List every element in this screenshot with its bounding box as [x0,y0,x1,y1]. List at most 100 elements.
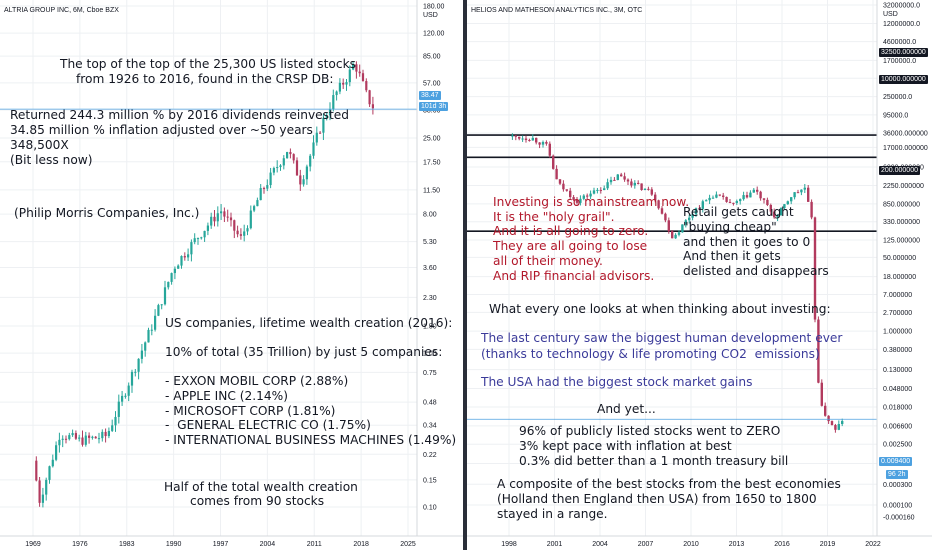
right-candle-body [749,192,752,198]
left-candle-body [97,438,101,440]
right-candle-body [691,214,694,218]
left-candle-body [140,350,143,359]
right-candle-body [783,204,786,209]
right-time-tick-label: 2007 [638,541,654,548]
right-candle-body [565,189,568,191]
right-candle-body [657,200,660,209]
right-candle-body [589,193,592,197]
left-price-tick-label: 3.60 [423,265,437,272]
left-chart-pane[interactable]: 180.00USD120.0085.0057.0038.0025.0017.50… [0,0,463,550]
left-annotation-top-line2: from 1926 to 2016, found in the CRSP DB: [76,72,334,86]
right-candle-body [786,201,789,205]
right-price-tick-label: 125.000000 [883,238,920,245]
right-candle-body [820,382,823,406]
left-price-tick-label: 25.00 [423,135,441,142]
right-candle-body [841,421,844,425]
left-candle-body [41,494,44,503]
right-candle-body [616,174,619,181]
left-candle-body [239,234,242,236]
left-candle-body [180,256,183,266]
left-candle-body [157,305,160,316]
right-candle-body [654,194,657,201]
right-annotation-last-century: The last century saw the biggest human d… [481,331,843,361]
right-chart-pane[interactable]: 32000000.0 USD 12000000.0 4600000.0 1700000.… [467,0,932,550]
right-annotation-what-everyone: What every one looks at when thinking ab… [489,302,831,316]
right-candle-body [732,202,735,204]
left-candle-body [302,179,305,185]
right-price-tick-label: 1.000000 [883,329,912,336]
left-chart-canvas[interactable]: 180.00USD120.0085.0057.0038.0025.0017.50… [0,0,463,550]
left-candle-body [213,216,216,222]
left-time-axis[interactable]: 1969 1976 1983 1990 1997 2004 2011 2018 2025 [25,541,416,548]
left-candle-body [243,231,246,236]
left-candle-body [55,445,58,460]
left-candle-body [361,73,365,82]
right-candle-body [528,139,531,141]
left-time-tick-label: 1997 [213,541,229,548]
right-candle-body [626,179,630,182]
left-candle-body [266,185,269,189]
right-price-tick-label: 850.000000 [883,201,920,208]
left-candle-body [319,132,322,134]
left-candle-body [193,238,196,243]
left-candle-body [200,237,203,239]
right-annotation-percentages: 96% of publicly listed stocks went to ZE… [519,424,789,469]
right-candle-body [688,217,691,221]
right-candle-body [596,189,599,191]
left-time-tick-label: 1969 [25,541,41,548]
left-candle-body [295,160,299,176]
left-annotation-half-line1: Half of the total wealth creation [164,480,358,494]
right-time-axis[interactable]: 1998 2001 2004 2007 2010 2013 2016 2019 2022 [501,541,881,548]
left-candle-body [358,71,361,74]
right-time-tick-label: 2004 [592,541,608,548]
left-candle-body [368,90,371,105]
left-time-tick-label: 1976 [72,541,88,548]
right-candle-body [640,183,643,191]
right-price-tick-label: 0.002500 [883,442,912,449]
right-price-tick-label: -0.000160 [883,515,915,522]
left-candle-body [206,225,209,231]
left-candles [35,61,374,508]
right-price-tick-label: 2250.000000 [883,183,924,190]
right-candle-body [742,195,745,200]
right-price-tick-label: 32000000.0 [883,3,920,10]
right-candle-body [715,194,718,198]
right-candle-body [834,425,837,430]
left-candle-body [61,438,64,440]
right-candle-body [555,168,558,180]
right-price-tick-label: 0.018000 [883,404,912,411]
left-candle-body [127,385,130,396]
right-symbol-title[interactable]: HELIOS AND MATHESON ANALYTICS INC., 3M, … [471,7,642,14]
left-annotation-wealth-creation: US companies, lifetime wealth creation (… [165,316,457,447]
right-annotation-mainstream: Investing is so mainstream now. It is th… [493,195,690,283]
left-price-axis[interactable]: 180.00USD120.0085.0057.0038.0025.0017.50… [423,4,445,512]
left-candle-body [84,435,87,445]
left-candle-body [177,265,180,269]
right-candle-body [694,208,698,215]
left-price-tick-label: 0.75 [423,370,437,377]
left-symbol-title[interactable]: ALTRIA GROUP INC, 6M, Cboe BZX [4,7,119,14]
right-annotation-composite: A composite of the best stocks from the … [497,477,841,522]
left-candle-body [81,437,84,445]
left-candle-body [345,82,348,85]
right-candle-body [728,201,732,203]
right-annotation-and-yet: And yet... [597,402,656,416]
left-candle-body [114,416,117,426]
left-price-tick-label: 8.00 [423,212,437,219]
left-candle-body [220,211,223,214]
left-candle-body [292,154,295,161]
left-candle-body [352,64,355,70]
right-grid [467,0,877,536]
right-time-tick-label: 2013 [729,541,745,548]
left-candle-body [137,358,140,372]
pane-divider[interactable] [463,0,467,550]
right-annotation-retail: Retail gets caught "buying cheap" and th… [683,205,829,279]
left-price-tick-label: 1.50 [423,323,437,330]
right-candle-body [817,319,820,383]
left-candle-body [309,155,312,167]
right-price-tick-label: 0.048000 [883,386,912,393]
right-candle-body [524,138,528,140]
right-candle-body [599,189,602,191]
